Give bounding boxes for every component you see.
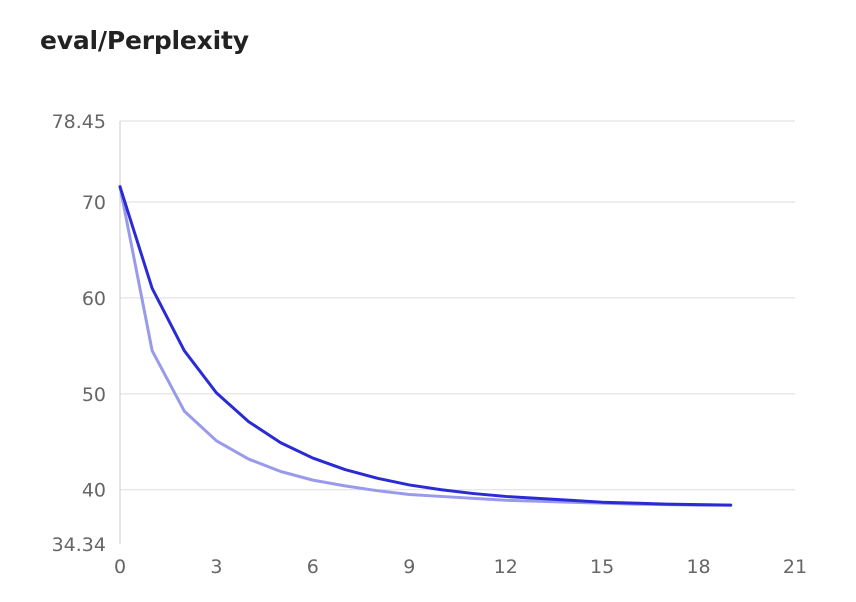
x-tick-label: 18 xyxy=(686,556,710,578)
series-line-run-dark xyxy=(118,185,733,507)
y-tick-label: 50 xyxy=(82,384,106,406)
series-layer xyxy=(118,185,733,507)
y-tick-label: 78.45 xyxy=(52,111,106,133)
series-line-run-light xyxy=(118,185,733,507)
x-tick-label: 3 xyxy=(210,556,222,578)
y-tick-label: 70 xyxy=(82,192,106,214)
y-tick-label: 40 xyxy=(82,480,106,502)
x-tick-label: 12 xyxy=(494,556,518,578)
tick-label-layer: 34.34 40 50 60 70 78.45 0 3 6 9 12 15 18 21 xyxy=(52,111,808,578)
x-tick-label: 15 xyxy=(590,556,614,578)
x-tick-label: 9 xyxy=(403,556,415,578)
y-tick-label: 34.34 xyxy=(52,534,106,556)
x-tick-label: 0 xyxy=(114,556,126,578)
grid-layer xyxy=(120,120,795,491)
y-tick-label: 60 xyxy=(82,288,106,310)
chart-title: eval/Perplexity xyxy=(40,26,249,55)
x-tick-label: 21 xyxy=(783,556,807,578)
x-tick-label: 6 xyxy=(307,556,319,578)
